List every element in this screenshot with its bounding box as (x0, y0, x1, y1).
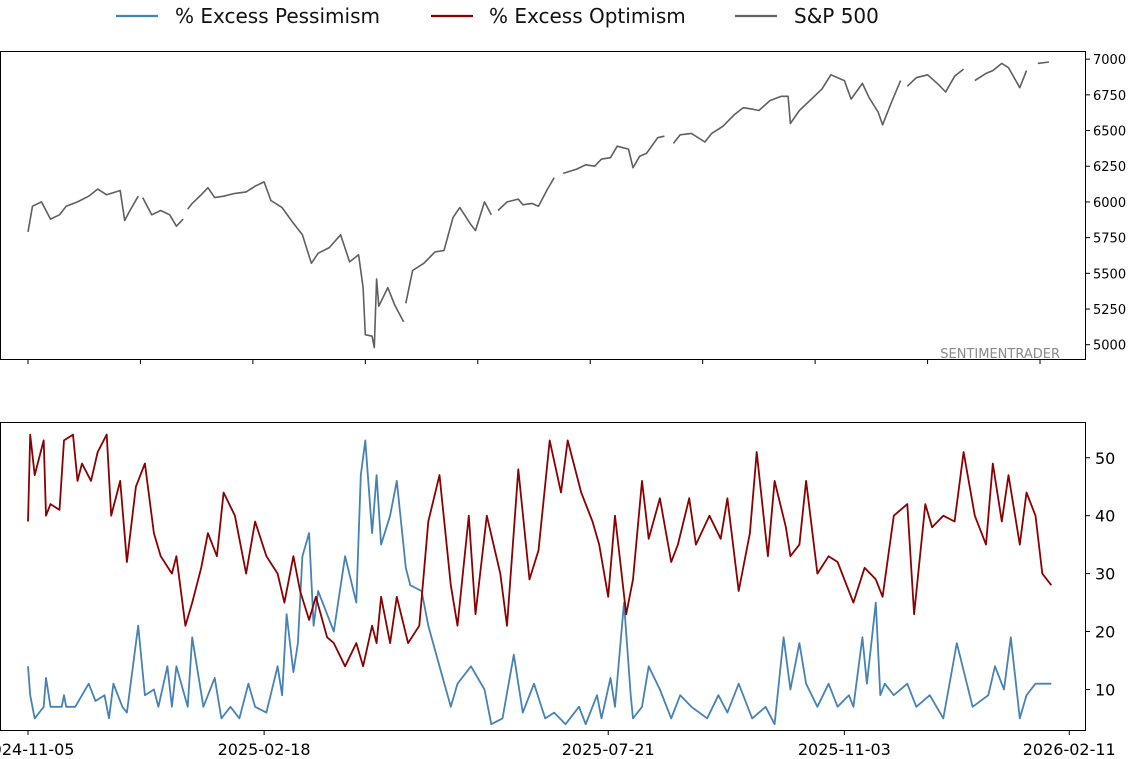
bottom-x-axis: 2024-11-05 2025-02-18 2025-07-21 2025-11-03… (0, 730, 1116, 759)
bottom-y-tick-label: 10 (1095, 680, 1115, 699)
sp500-line-segment (497, 177, 555, 212)
top-x-ticks (27, 359, 1041, 364)
sp500-line-segment (906, 68, 965, 93)
sp500-line-segment (974, 62, 1028, 89)
sp500-line-segment (562, 135, 665, 175)
top-y-tick-label: 6000 (1093, 196, 1126, 211)
bottom-y-tick-label: 30 (1095, 565, 1115, 584)
bottom-panel: 10 20 30 40 50 2024-11-05 2025-02-18 2025-07-2… (0, 422, 1116, 759)
sp500-line-segment (187, 181, 405, 349)
bottom-y-tick-label: 40 (1095, 507, 1115, 526)
top-y-tick-label: 5000 (1093, 339, 1126, 354)
bottom-x-tick-label: 2025-11-03 (798, 740, 891, 759)
bottom-plot-frame (0, 422, 1086, 731)
legend-label-sp500: S&P 500 (794, 4, 879, 28)
bottom-x-tick-label: 2024-11-05 (0, 740, 74, 759)
sp500-line-segment (141, 197, 184, 227)
excess-pessimism-line (27, 439, 1052, 726)
legend-label-pessimism: % Excess Pessimism (175, 4, 380, 28)
top-y-axis: 5000 5250 5500 5750 6000 6250 6500 6750 7000 (1085, 53, 1126, 354)
bottom-y-axis: 10 20 30 40 50 (1085, 449, 1115, 699)
top-y-tick-label: 5500 (1093, 267, 1126, 282)
bottom-x-tick-label: 2026-02-11 (1023, 740, 1116, 759)
top-panel: 5000 5250 5500 5750 6000 6250 6500 6750 7000 SEN… (0, 51, 1126, 364)
bottom-y-tick-label: 50 (1095, 449, 1115, 468)
top-y-tick-label: 5750 (1093, 232, 1126, 247)
bottom-x-tick-label: 2025-07-21 (562, 740, 655, 759)
legend-label-optimism: % Excess Optimism (489, 4, 686, 28)
sp500-series (27, 61, 1050, 349)
excess-optimism-line (27, 433, 1053, 668)
sentiment-series (27, 433, 1053, 726)
top-y-tick-label: 6500 (1093, 125, 1126, 140)
legend: % Excess Pessimism % Excess Optimism S&P… (116, 4, 879, 28)
top-plot-frame (0, 51, 1086, 360)
top-y-tick-label: 5250 (1093, 303, 1126, 318)
top-y-tick-label: 6250 (1093, 160, 1126, 175)
sp500-line-segment (1037, 61, 1050, 65)
sp500-line-segment (405, 201, 493, 304)
top-y-tick-label: 6750 (1093, 89, 1126, 104)
top-y-tick-label: 7000 (1093, 53, 1126, 68)
sp500-line-segment (27, 188, 139, 233)
watermark: SENTIMENTRADER (940, 347, 1060, 362)
sp500-line-segment (672, 74, 902, 144)
bottom-x-tick-label: 2025-02-18 (218, 740, 311, 759)
bottom-y-tick-label: 20 (1095, 623, 1115, 642)
